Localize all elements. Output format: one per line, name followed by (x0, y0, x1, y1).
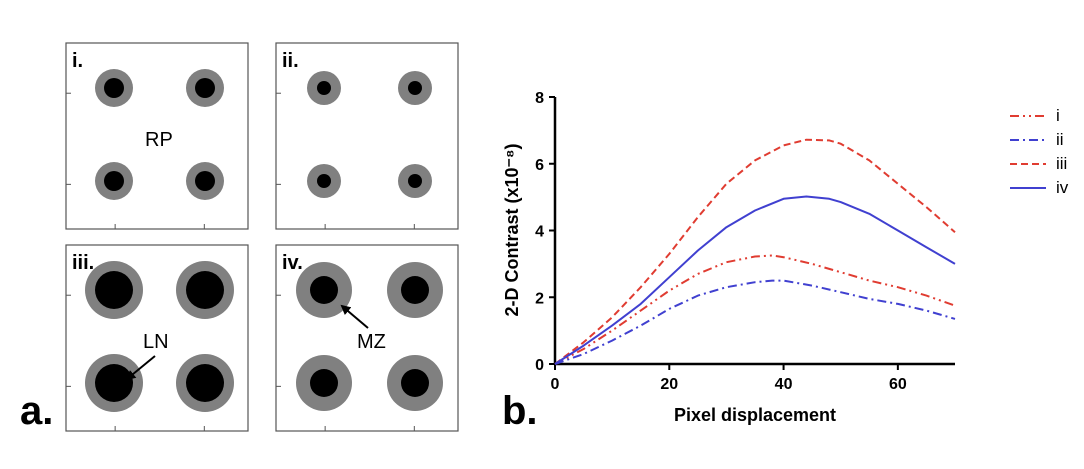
panel-roman-label: iii. (72, 252, 94, 274)
y-tick-label: 4 (535, 224, 544, 241)
panel-frame (275, 42, 459, 230)
x-tick-label: 60 (889, 376, 907, 393)
follicle-center (95, 271, 133, 309)
follicle-center (310, 369, 338, 397)
y-tick-label: 0 (535, 357, 544, 374)
y-tick-label: 2 (535, 290, 544, 307)
series-line-iv (554, 195, 956, 365)
follicle-center (186, 364, 224, 402)
series-line-i (554, 254, 956, 365)
panel-roman-label: iv. (282, 252, 303, 274)
mz-label: MZ (357, 331, 386, 353)
follicle-center (186, 271, 224, 309)
follicle-center (401, 369, 429, 397)
panel-a-schematics: i. ii. iii. iv. (65, 42, 459, 432)
follicle-center (95, 364, 133, 402)
y-tick-label: 8 (535, 90, 544, 107)
x-tick-label: 0 (551, 376, 560, 393)
contrast-line-chart: 0 20 40 60 0 2 4 6 8 (535, 90, 956, 393)
follicle-center (195, 78, 215, 98)
panel-roman-label: i. (72, 50, 83, 72)
panel-b-letter: b. (502, 389, 538, 433)
panel-roman-label: ii. (282, 50, 299, 72)
follicle-center (104, 78, 124, 98)
follicle-center (408, 81, 422, 95)
x-axis-title: Pixel displacement (674, 405, 836, 425)
legend-label-ii: ii (1056, 130, 1064, 149)
y-tick-label: 6 (535, 157, 544, 174)
follicle-center (310, 276, 338, 304)
follicle-center (104, 171, 124, 191)
panel-a-letter: a. (20, 389, 53, 433)
schematic-panel-3: iii. (65, 244, 249, 432)
schematic-panel-2: ii. (275, 42, 459, 230)
x-tick-label: 40 (775, 376, 793, 393)
y-axis-title: 2-D Contrast (x10⁻⁸) (502, 143, 522, 316)
schematic-panel-4: iv. (275, 244, 459, 432)
series-line-iii (554, 138, 956, 365)
legend-label-iv: iv (1056, 178, 1069, 197)
follicle-center (195, 171, 215, 191)
rp-label: RP (145, 129, 173, 151)
ln-label: LN (143, 331, 169, 353)
ln-arrow (125, 355, 156, 381)
legend-label-i: i (1056, 106, 1060, 125)
follicle-center (317, 81, 331, 95)
follicle-center (317, 174, 331, 188)
legend-label-iii: iii (1056, 154, 1067, 173)
series-line-ii (554, 279, 956, 365)
follicle-center (401, 276, 429, 304)
follicle-center (408, 174, 422, 188)
schematic-panel-1: i. (65, 42, 249, 230)
mz-arrow (340, 304, 369, 329)
x-tick-label: 20 (660, 376, 678, 393)
